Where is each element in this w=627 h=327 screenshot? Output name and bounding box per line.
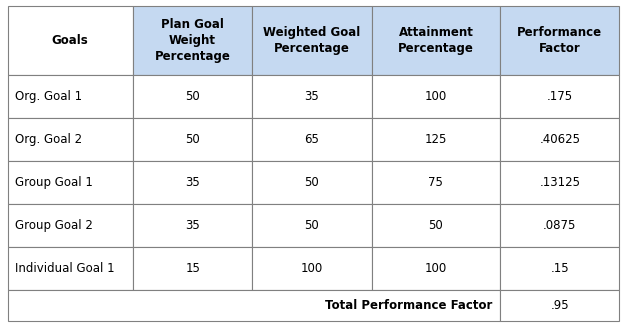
Bar — [133, 161, 252, 204]
Text: Performance
Factor: Performance Factor — [517, 26, 603, 55]
Text: Group Goal 2: Group Goal 2 — [15, 219, 93, 232]
Bar — [8, 161, 133, 204]
Text: 65: 65 — [305, 133, 319, 146]
Text: 75: 75 — [428, 176, 443, 189]
Text: 35: 35 — [305, 90, 319, 103]
Text: 15: 15 — [185, 262, 200, 275]
Bar — [500, 118, 619, 161]
Text: Total Performance Factor: Total Performance Factor — [325, 299, 493, 312]
Bar — [372, 118, 500, 161]
Text: 50: 50 — [305, 176, 319, 189]
Text: .175: .175 — [547, 90, 573, 103]
Bar — [252, 118, 372, 161]
Bar — [133, 204, 252, 247]
Bar — [252, 161, 372, 204]
Bar — [8, 6, 133, 75]
Text: 100: 100 — [424, 90, 447, 103]
Text: Individual Goal 1: Individual Goal 1 — [15, 262, 115, 275]
Text: .13125: .13125 — [539, 176, 581, 189]
Text: .0875: .0875 — [543, 219, 576, 232]
Text: 50: 50 — [428, 219, 443, 232]
Text: 100: 100 — [424, 262, 447, 275]
Bar — [252, 247, 372, 290]
Bar — [8, 290, 500, 321]
Bar — [133, 75, 252, 118]
Text: Org. Goal 2: Org. Goal 2 — [15, 133, 82, 146]
Bar — [372, 247, 500, 290]
Bar — [133, 118, 252, 161]
Bar — [500, 75, 619, 118]
Bar — [500, 6, 619, 75]
Text: .95: .95 — [551, 299, 569, 312]
Bar — [372, 6, 500, 75]
Text: Attainment
Percentage: Attainment Percentage — [398, 26, 474, 55]
Text: 50: 50 — [185, 133, 200, 146]
Text: 35: 35 — [185, 176, 200, 189]
Bar — [372, 75, 500, 118]
Bar — [500, 204, 619, 247]
Text: Plan Goal
Weight
Percentage: Plan Goal Weight Percentage — [155, 18, 231, 63]
Bar — [8, 118, 133, 161]
Bar — [500, 161, 619, 204]
Bar — [372, 204, 500, 247]
Text: 35: 35 — [185, 219, 200, 232]
Bar — [8, 204, 133, 247]
Text: Weighted Goal
Percentage: Weighted Goal Percentage — [263, 26, 361, 55]
Bar — [8, 247, 133, 290]
Text: .15: .15 — [551, 262, 569, 275]
Bar — [133, 6, 252, 75]
Bar — [252, 6, 372, 75]
Bar — [500, 290, 619, 321]
Bar — [8, 75, 133, 118]
Bar — [252, 75, 372, 118]
Text: 125: 125 — [424, 133, 447, 146]
Text: Goals: Goals — [52, 34, 88, 47]
Text: Org. Goal 1: Org. Goal 1 — [15, 90, 82, 103]
Text: .40625: .40625 — [539, 133, 581, 146]
Text: 100: 100 — [301, 262, 323, 275]
Bar — [372, 161, 500, 204]
Bar — [133, 247, 252, 290]
Text: 50: 50 — [305, 219, 319, 232]
Text: 50: 50 — [185, 90, 200, 103]
Bar — [252, 204, 372, 247]
Text: Group Goal 1: Group Goal 1 — [15, 176, 93, 189]
Bar — [500, 247, 619, 290]
